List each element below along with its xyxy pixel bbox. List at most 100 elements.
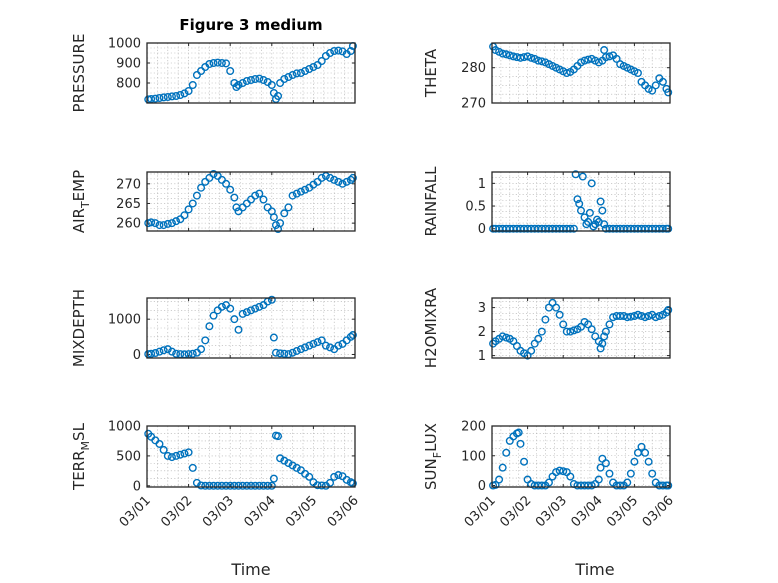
data-point: [544, 478, 553, 487]
y-axis-label-subscript: T: [79, 201, 92, 209]
data-point: [172, 349, 181, 358]
data-point: [566, 224, 575, 233]
data-point: [201, 177, 210, 186]
x-tick-label: 03/06: [640, 493, 677, 530]
axes-frame: [491, 171, 671, 232]
y-axis-label-main: MIXDEPTH: [70, 289, 88, 367]
data-point: [205, 60, 214, 69]
data-point: [209, 311, 218, 320]
data-point: [217, 302, 226, 311]
y-axis-label-main: SUN: [422, 458, 440, 490]
data-point: [255, 189, 264, 198]
data-point: [274, 432, 283, 441]
data-point: [651, 81, 660, 90]
data-point: [305, 64, 314, 73]
data-point: [163, 345, 172, 354]
data-point: [534, 56, 543, 65]
data-point: [230, 315, 239, 324]
data-point: [184, 86, 193, 95]
y-tick-label: 1: [478, 177, 486, 192]
data-point: [255, 74, 264, 83]
data-point: [280, 456, 289, 465]
data-point: [205, 322, 214, 331]
data-point: [605, 320, 614, 329]
data-point: [584, 481, 593, 490]
data-point: [330, 175, 339, 184]
data-point: [280, 349, 289, 358]
data-point: [616, 481, 625, 490]
data-point: [630, 457, 639, 466]
y-axis-label: RAINFALL: [422, 166, 440, 237]
data-point: [276, 219, 285, 228]
data-point: [594, 475, 603, 484]
data-point: [580, 56, 589, 65]
data-point: [263, 481, 272, 490]
data-point: [326, 173, 335, 182]
axes-frame: [146, 425, 356, 488]
data-point: [234, 325, 243, 334]
axes-frame: [491, 297, 671, 359]
y-axis-label-rest: EMP: [70, 170, 88, 201]
data-point: [234, 207, 243, 216]
plot-area: [492, 426, 670, 487]
data-point: [276, 78, 285, 87]
data-point: [509, 52, 518, 61]
data-point: [601, 327, 610, 336]
data-point: [346, 332, 355, 341]
data-point: [641, 313, 650, 322]
data-point: [596, 463, 605, 472]
y-axis-label: PRESSURE: [70, 34, 88, 113]
rainfall-panel: 0 0.5 1 RAINFALL: [422, 166, 673, 237]
y-tick-label: 1000: [108, 37, 141, 52]
y-axis-label: MIXDEPTH: [70, 289, 88, 367]
y-tick-label: 0: [478, 479, 486, 494]
data-point: [222, 481, 231, 490]
data-point: [569, 326, 578, 335]
data-point: [288, 70, 297, 79]
data-point: [658, 77, 667, 86]
data-point: [348, 173, 357, 182]
data-point: [222, 59, 231, 68]
data-point: [267, 80, 276, 89]
data-point: [641, 448, 650, 457]
data-point: [197, 345, 206, 354]
axes-frame: [491, 42, 671, 104]
data-point: [172, 217, 181, 226]
data-point: [155, 93, 164, 102]
x-tick-label: 03/04: [242, 493, 279, 530]
data-point: [534, 334, 543, 343]
data-point: [267, 295, 276, 304]
data-point: [330, 47, 339, 56]
data-point: [301, 66, 310, 75]
terr-msl-panel: 03/01 03/02 03/03 03/04 03/05 03/06 0 500 1000 TE…: [70, 420, 362, 531]
data-point: [234, 481, 243, 490]
data-point: [274, 91, 283, 100]
y-axis-label-rest: LUX: [422, 423, 440, 452]
data-point: [238, 309, 247, 318]
data-point: [502, 50, 511, 59]
data-point: [559, 467, 568, 476]
data-point: [222, 179, 231, 188]
data-point: [605, 469, 614, 478]
data-point: [292, 69, 301, 78]
data-point: [571, 170, 580, 179]
data-point: [309, 339, 318, 348]
data-point: [292, 189, 301, 198]
data-point: [562, 327, 571, 336]
data-point: [159, 221, 168, 230]
data-point: [184, 205, 193, 214]
y-tick-label: 265: [116, 197, 141, 212]
plot-area: [492, 43, 670, 103]
data-point: [582, 220, 591, 229]
data-point: [246, 481, 255, 490]
data-point: [555, 466, 564, 475]
data-point: [516, 439, 525, 448]
data-point: [147, 94, 156, 103]
data-point: [305, 472, 314, 481]
data-point: [584, 217, 593, 226]
x-tick-label: 03/02: [497, 493, 534, 530]
data-point: [288, 461, 297, 470]
x-tick-label: 03/06: [325, 493, 362, 530]
data-point: [188, 80, 197, 89]
